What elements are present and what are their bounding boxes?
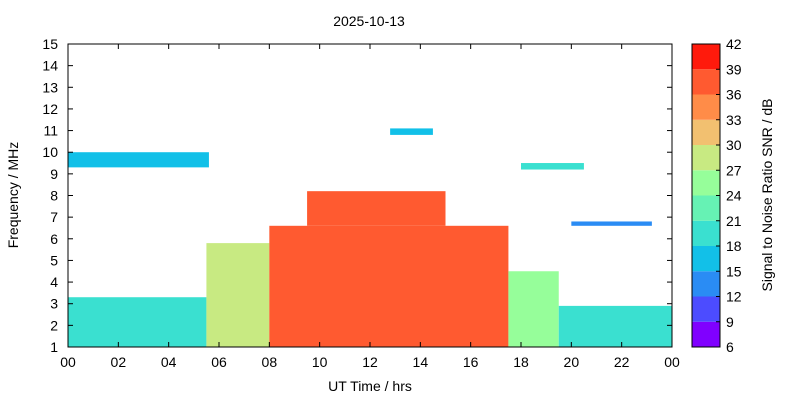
heatmap-region-1 (68, 152, 209, 168)
x-tick-label: 22 (614, 354, 630, 370)
x-tick-label: 20 (564, 354, 580, 370)
heatmap-region-8 (521, 163, 584, 170)
x-tick-label: 00 (664, 354, 680, 370)
y-tick-label: 14 (42, 58, 58, 74)
heatmap-region-0 (68, 297, 207, 347)
y-tick-label: 6 (50, 231, 58, 247)
colorbar-bin (692, 271, 720, 297)
y-tick-label: 3 (50, 296, 58, 312)
x-tick-label: 10 (312, 354, 328, 370)
colorbar-tick-label: 42 (726, 36, 742, 52)
y-tick-label: 1 (50, 339, 58, 355)
colorbar-bin (692, 246, 720, 272)
heatmap-region-7 (571, 221, 652, 226)
colorbar-tick-label: 27 (726, 162, 742, 178)
colorbar-tick-label: 18 (726, 238, 742, 254)
y-tick-label: 2 (50, 317, 58, 333)
y-tick-label: 12 (42, 101, 58, 117)
heatmap-region-9 (390, 128, 433, 135)
x-tick-label: 00 (60, 354, 76, 370)
y-axis-label: Frequency / MHz (5, 142, 21, 249)
colorbar-bin (692, 145, 720, 171)
y-tick-label: 9 (50, 166, 58, 182)
colorbar-bin (692, 321, 720, 347)
colorbar-tick-label: 12 (726, 289, 742, 305)
heatmap-cells (68, 128, 672, 347)
colorbar-bin (692, 170, 720, 196)
heatmap-region-4 (307, 191, 446, 226)
colorbar-tick-label: 36 (726, 87, 742, 103)
y-tick-label: 4 (50, 274, 58, 290)
x-tick-label: 18 (513, 354, 529, 370)
colorbar-tick-label: 30 (726, 137, 742, 153)
x-tick-label: 12 (362, 354, 378, 370)
colorbar (692, 44, 720, 347)
colorbar-bin (692, 69, 720, 95)
colorbar-bin (692, 195, 720, 221)
y-tick-label: 13 (42, 79, 58, 95)
heatmap-region-3 (269, 225, 509, 347)
x-tick-label: 16 (463, 354, 479, 370)
colorbar-tick-label: 33 (726, 112, 742, 128)
chart-title: 2025-10-13 (333, 13, 405, 29)
x-tick-label: 06 (211, 354, 227, 370)
heatmap-region-2 (206, 243, 270, 347)
colorbar-tick-label: 15 (726, 263, 742, 279)
colorbar-tick-label: 9 (726, 314, 734, 330)
colorbar-ticks: 6 9 12 15 18 21 24 27 30 33 36 39 42 (716, 36, 742, 355)
x-tick-label: 08 (262, 354, 278, 370)
heatmap-region-5 (508, 271, 559, 347)
colorbar-bin (692, 44, 720, 70)
x-axis-ticks: 00 02 04 06 08 10 12 14 16 18 20 22 00 (60, 44, 680, 370)
y-tick-label: 15 (42, 36, 58, 52)
colorbar-bin (692, 119, 720, 145)
colorbar-bin (692, 220, 720, 246)
y-tick-label: 8 (50, 188, 58, 204)
y-tick-label: 10 (42, 144, 58, 160)
colorbar-tick-label: 39 (726, 61, 742, 77)
x-tick-label: 14 (413, 354, 429, 370)
colorbar-bin (692, 94, 720, 120)
y-tick-label: 11 (43, 123, 58, 139)
x-tick-label: 02 (111, 354, 127, 370)
colorbar-bin (692, 296, 720, 322)
heatmap-region-6 (558, 305, 672, 347)
y-tick-label: 5 (50, 252, 58, 268)
colorbar-label: Signal to Noise Ratio SNR / dB (759, 99, 775, 292)
x-tick-label: 04 (161, 354, 177, 370)
y-tick-label: 7 (50, 209, 58, 225)
colorbar-tick-label: 21 (726, 213, 742, 229)
x-axis-label: UT Time / hrs (328, 378, 412, 394)
colorbar-tick-label: 24 (726, 188, 742, 204)
colorbar-tick-label: 6 (726, 339, 734, 355)
